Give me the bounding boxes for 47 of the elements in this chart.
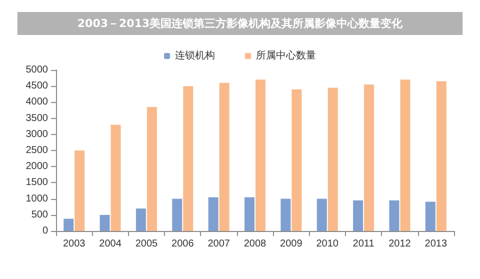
bar bbox=[316, 198, 327, 231]
bar bbox=[136, 208, 146, 231]
bar bbox=[256, 80, 266, 231]
x-tick-label: 2009 bbox=[280, 238, 303, 250]
bar bbox=[208, 197, 218, 231]
bar bbox=[110, 124, 121, 231]
bar bbox=[100, 214, 110, 231]
bar bbox=[400, 80, 410, 231]
y-tick-label: 3000 bbox=[26, 128, 48, 140]
bar bbox=[219, 82, 230, 231]
bar bbox=[328, 88, 338, 231]
bar bbox=[183, 86, 194, 231]
y-tick-label: 2000 bbox=[26, 161, 48, 172]
bar bbox=[244, 197, 254, 231]
y-tick-label: 2500 bbox=[26, 145, 48, 156]
bar bbox=[389, 200, 400, 231]
bar bbox=[280, 198, 291, 231]
x-tick-label: 2005 bbox=[135, 238, 158, 250]
legend-label: 所属中心数量 bbox=[256, 50, 316, 62]
legend-label: 连锁机构 bbox=[175, 50, 215, 62]
x-tick-label: 2004 bbox=[99, 238, 122, 250]
bar bbox=[436, 81, 446, 231]
bar bbox=[353, 200, 364, 231]
bar bbox=[146, 107, 157, 231]
bar bbox=[425, 202, 436, 231]
y-tick-label: 0 bbox=[42, 226, 48, 236]
x-tick-label: 2011 bbox=[352, 238, 375, 250]
x-tick-label: 2010 bbox=[316, 238, 339, 250]
x-tick-label: 2008 bbox=[244, 238, 267, 250]
y-tick-label: 4500 bbox=[26, 80, 48, 92]
bar bbox=[64, 218, 74, 231]
y-tick-label: 1000 bbox=[26, 193, 48, 204]
y-tick-label: 1500 bbox=[26, 177, 48, 188]
x-tick-label: 2007 bbox=[208, 238, 230, 250]
x-tick-label: 2003 bbox=[62, 238, 86, 250]
x-tick-label: 2013 bbox=[424, 238, 448, 250]
y-tick-label: 3500 bbox=[26, 112, 48, 124]
bar bbox=[364, 84, 374, 231]
y-tick-label: 5000 bbox=[26, 64, 48, 76]
bar bbox=[74, 150, 85, 231]
bar bbox=[292, 89, 302, 231]
bar bbox=[172, 198, 182, 231]
y-tick-label: 4000 bbox=[26, 96, 48, 108]
chart-title: 2003－2013美国连锁第三方影像机构及其所属影像中心数量变化 bbox=[77, 17, 404, 30]
y-tick-label: 500 bbox=[31, 209, 48, 220]
x-tick-label: 2012 bbox=[388, 238, 412, 250]
x-tick-label: 2006 bbox=[172, 238, 194, 250]
